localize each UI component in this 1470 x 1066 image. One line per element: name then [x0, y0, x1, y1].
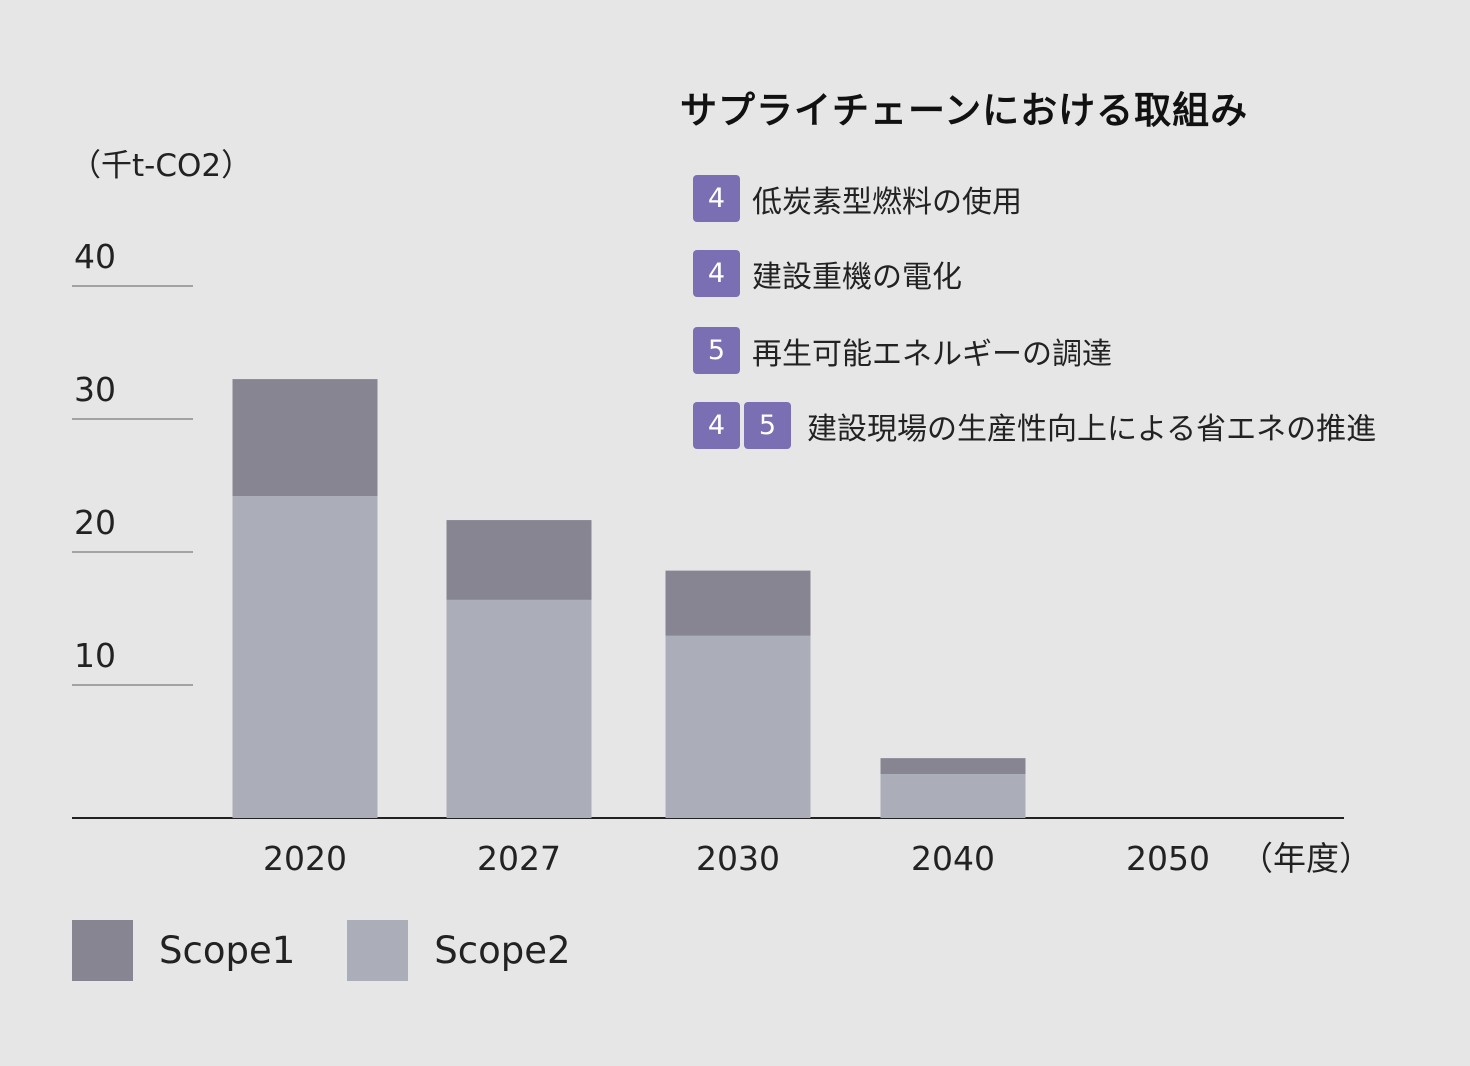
bar-scope2 — [665, 635, 811, 818]
initiative-item: 4 建設重機の電化 — [693, 250, 962, 297]
bar-scope1 — [665, 570, 811, 636]
number-badge: 4 — [693, 250, 740, 297]
bar-scope1 — [232, 379, 378, 497]
x-tick-label: 2020 — [263, 839, 347, 878]
x-tick-label: 2050 — [1126, 839, 1210, 878]
number-badge: 5 — [693, 327, 740, 374]
y-tick-label: 10 — [74, 636, 116, 675]
y-tick-label: 20 — [74, 503, 116, 542]
initiative-item: 4 5 建設現場の生産性向上による省エネの推進 — [693, 402, 1376, 449]
legend-item-scope2: Scope2 — [347, 920, 571, 981]
initiative-text: 建設重機の電化 — [752, 259, 962, 295]
initiatives-title: サプライチェーンにおける取組み — [680, 89, 1249, 132]
legend-label: Scope1 — [159, 929, 296, 972]
y-axis-unit-label: （千t-CO2） — [70, 148, 253, 184]
x-axis-unit-label: （年度） — [1240, 839, 1372, 878]
bar-scope2 — [880, 774, 1026, 818]
bar-scope2 — [446, 599, 592, 818]
x-tick-label: 2030 — [696, 839, 780, 878]
legend-swatch — [72, 920, 133, 981]
x-tick-label: 2040 — [911, 839, 995, 878]
legend-swatch — [347, 920, 409, 981]
legend-item-scope1: Scope1 — [72, 920, 295, 981]
number-badge: 4 — [693, 175, 740, 222]
x-tick-label: 2027 — [477, 839, 561, 878]
number-badge: 5 — [744, 402, 791, 449]
initiative-text: 再生可能エネルギーの調達 — [752, 336, 1112, 372]
initiative-item: 5 再生可能エネルギーの調達 — [693, 327, 1112, 374]
y-tick-label: 30 — [74, 370, 116, 409]
legend-label: Scope2 — [434, 929, 571, 972]
legend: Scope1 Scope2 — [72, 920, 623, 981]
initiative-text: 建設現場の生産性向上による省エネの推進 — [807, 411, 1377, 447]
number-badge: 4 — [693, 402, 740, 449]
bar-scope2 — [232, 496, 378, 818]
bar-scope1 — [880, 758, 1026, 775]
initiative-item: 4 低炭素型燃料の使用 — [693, 175, 1022, 222]
bar-scope1 — [446, 520, 592, 600]
y-tick-label: 40 — [74, 237, 116, 276]
initiative-text: 低炭素型燃料の使用 — [752, 184, 1022, 220]
